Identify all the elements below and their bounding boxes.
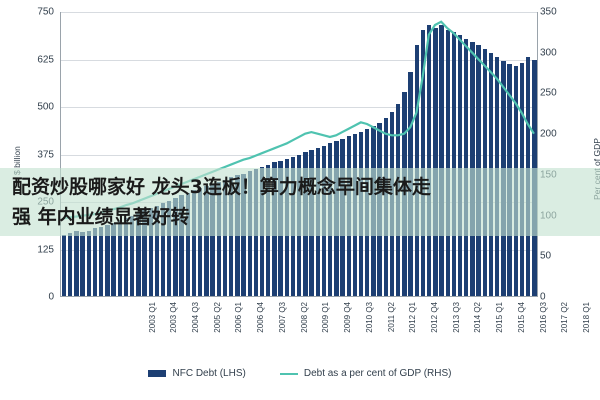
y-tick-right: 200 (540, 128, 557, 140)
y-tick-right: 350 (540, 6, 557, 18)
y-tick-right: 50 (540, 250, 552, 262)
bar (179, 194, 184, 296)
x-tick: 2009 Q4 (343, 302, 353, 333)
x-tick: 2018 Q1 (582, 302, 592, 333)
bar (228, 177, 234, 296)
bar (464, 39, 469, 296)
x-tick: 2015 Q4 (516, 302, 526, 333)
bar (148, 207, 153, 296)
gridline (61, 12, 537, 13)
bar (86, 230, 92, 296)
x-tick: 2006 Q4 (256, 302, 266, 333)
bar (457, 34, 463, 296)
bar (420, 30, 426, 296)
bar (99, 226, 104, 296)
gridline (61, 59, 537, 61)
overlay-banner: 配资炒股哪家好 龙头3连板！算力概念早间集体走 强 年内业绩显著好转 (0, 168, 600, 236)
bar (451, 32, 457, 296)
bar (204, 185, 209, 296)
x-tick: 2009 Q1 (321, 302, 331, 333)
y-tick-right: 300 (540, 47, 557, 59)
bar (173, 197, 178, 296)
x-tick: 2012 Q4 (429, 302, 439, 333)
x-tick: 2011 Q2 (386, 302, 396, 333)
y-tick-left: 750 (37, 6, 54, 18)
overlay-line-2: 强 年内业绩显著好转 (12, 206, 190, 228)
legend-item-nfc-debt: NFC Debt (LHS) (148, 368, 246, 379)
overlay-line-1: 配资炒股哪家好 龙头3连板！算力概念早间集体走 (12, 176, 431, 198)
legend-label-nfc-debt: NFC Debt (LHS) (172, 368, 246, 379)
bar (167, 201, 172, 296)
x-tick: 2003 Q4 (169, 302, 179, 333)
bar (74, 231, 79, 296)
y-tick-left: 500 (37, 101, 54, 113)
bar (445, 30, 450, 296)
bar (111, 223, 116, 296)
x-tick: 2007 Q3 (277, 302, 287, 333)
bar (129, 216, 135, 296)
legend-swatch-bar (148, 370, 167, 377)
x-tick: 2015 Q1 (495, 302, 505, 333)
y-tick-left: 0 (48, 291, 54, 303)
x-tick: 2005 Q2 (212, 302, 222, 333)
line-series (63, 20, 535, 220)
bar (105, 224, 110, 296)
bar (154, 205, 160, 296)
y-tick-left: 375 (37, 149, 54, 160)
y-tick-right: 250 (540, 87, 557, 99)
bar (216, 182, 221, 296)
x-tick: 2006 Q1 (234, 302, 244, 333)
bar (142, 210, 147, 296)
bar (136, 213, 141, 296)
legend-item-debt-pct-gdp: Debt as a per cent of GDP (RHS) (279, 368, 452, 379)
bar (198, 188, 203, 296)
x-tick: 2004 Q3 (190, 302, 200, 333)
bar (433, 28, 438, 296)
x-axis-ticks: 2003 Q1 2003 Q4 2004 Q3 2005 Q2 2006 Q1 2006 … (60, 300, 592, 360)
bar (123, 218, 129, 296)
x-tick: 2010 Q3 (364, 302, 374, 333)
bar (185, 192, 191, 296)
bar (61, 235, 67, 296)
legend-label-debt-pct-gdp: Debt as a per cent of GDP (RHS) (303, 368, 452, 379)
y-tick-right: 0 (540, 291, 546, 303)
bar (68, 233, 73, 296)
y-tick-left: 625 (37, 54, 54, 65)
bar (191, 190, 197, 296)
x-tick: 2013 Q3 (451, 302, 461, 333)
x-tick: 2014 Q2 (473, 302, 483, 333)
bar (92, 228, 98, 296)
x-tick: 2016 Q3 (538, 302, 548, 333)
x-tick: 2012 Q1 (408, 302, 418, 333)
bar (426, 24, 432, 296)
x-tick: 2017 Q2 (560, 302, 570, 333)
plot-area (60, 12, 538, 297)
x-tick: 2008 Q2 (299, 302, 309, 333)
chart-legend: NFC Debt (LHS) Debt as a per cent of GDP… (0, 368, 600, 379)
legend-swatch-line (279, 372, 298, 375)
bar (439, 25, 444, 296)
bar (117, 220, 122, 296)
bar (160, 203, 166, 296)
gridline (61, 107, 537, 108)
x-tick: 2003 Q1 (147, 302, 157, 333)
bar (222, 179, 228, 296)
bar (210, 183, 215, 296)
bar (80, 232, 85, 296)
y-tick-left: 125 (37, 244, 54, 255)
